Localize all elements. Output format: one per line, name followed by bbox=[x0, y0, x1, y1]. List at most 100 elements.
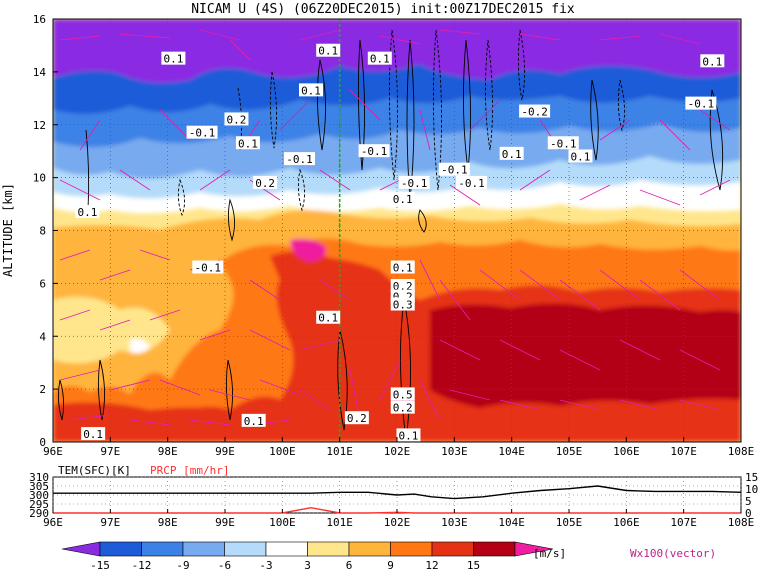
contour-label-bg bbox=[192, 260, 224, 274]
contour-labels: 0.10.1-0.10.1 0.10.10.2-0.10.2-0.1-0.1-0.… bbox=[75, 43, 725, 442]
y-tick-label: 12 bbox=[33, 119, 46, 132]
band-surface-red bbox=[53, 402, 420, 442]
contour-label: 0.3 bbox=[393, 299, 413, 312]
ts-x-tick-label: 100E bbox=[269, 516, 296, 529]
colorbar-segment bbox=[348, 541, 391, 557]
band-dark-red bbox=[430, 303, 741, 408]
contour-label: 0.2 bbox=[255, 177, 275, 190]
contour-label: 0.1 bbox=[702, 55, 722, 68]
contour-label: -0.1 bbox=[189, 127, 216, 140]
contour-label: 0.2 bbox=[347, 412, 367, 425]
contour-label: -0.2 bbox=[521, 106, 548, 119]
y-tick-label: 4 bbox=[39, 330, 46, 343]
colorbar-segment bbox=[390, 541, 433, 557]
contour-label: 0.1 bbox=[318, 312, 338, 325]
colorbar-arrow-left bbox=[61, 541, 101, 557]
ts-x-tick-label: 97E bbox=[100, 516, 120, 529]
y-tick-label: 10 bbox=[33, 172, 46, 185]
contour-label-bg bbox=[235, 136, 260, 150]
contour-label-bg bbox=[456, 175, 488, 189]
ts-x-tick-label: 98E bbox=[158, 516, 178, 529]
ts-left-tick-label: 300 bbox=[29, 489, 49, 502]
colorbar-level-label: 12 bbox=[425, 559, 438, 572]
x-axis: 96E 97E 98E 99E 100E 101E 102E 103E 104E 105E 106E… bbox=[43, 437, 754, 458]
contour-label: -0.1 bbox=[441, 164, 468, 177]
contour-label-bg bbox=[390, 260, 415, 274]
ts-right-tick-label: 0 bbox=[745, 507, 752, 520]
colorbar-level-label: 6 bbox=[346, 559, 353, 572]
contour-label-bg bbox=[299, 83, 323, 97]
ts-right-tick-label: 5 bbox=[745, 495, 752, 508]
y-tick-label: 16 bbox=[33, 13, 46, 26]
y-tick-label: 2 bbox=[39, 383, 46, 396]
colorbar-segment bbox=[99, 541, 142, 557]
contour-label: 0.1 bbox=[77, 206, 97, 219]
contour-label-bg bbox=[316, 43, 341, 57]
contour-label-bg bbox=[390, 297, 415, 311]
contour-label-bg bbox=[367, 51, 392, 65]
contour-label: -0.1 bbox=[550, 137, 577, 150]
contour-label: 0.1 bbox=[502, 148, 522, 161]
colorbar-segment bbox=[431, 541, 474, 557]
contour-label: 0.2 bbox=[393, 402, 413, 415]
colorbar-segment bbox=[265, 541, 308, 557]
vector-label: Wx100(vector) bbox=[630, 547, 716, 560]
contour-label: 0.1 bbox=[393, 193, 413, 206]
colorbar: -15 -12 -9 -6 -3 3 6 9 12 15 bbox=[61, 541, 554, 572]
colorbar-segment bbox=[182, 541, 225, 557]
ts-x-tick-label: 104E bbox=[498, 516, 525, 529]
ts-left-tick-label: 310 bbox=[29, 471, 49, 484]
x-tick-label: 101E bbox=[326, 445, 353, 458]
band-magenta-high bbox=[290, 238, 326, 262]
contour-label-bg bbox=[186, 125, 218, 139]
ts-right-tick-label: 10 bbox=[745, 483, 758, 496]
x-tick-label: 105E bbox=[556, 445, 583, 458]
x-tick-label: 108E bbox=[728, 445, 755, 458]
contour-label: 0.1 bbox=[399, 429, 419, 442]
colorbar-level-label: 9 bbox=[387, 559, 394, 572]
contour-label-bg bbox=[390, 191, 415, 205]
y-tick-label: 6 bbox=[39, 277, 46, 290]
timeseries-x-ticks: 96E 97E 98E 99E 100E 101E 102E 103E 104E 105E 106E… bbox=[43, 509, 754, 529]
contour-label-bg bbox=[81, 427, 106, 441]
contour-label: 0.2 bbox=[227, 113, 247, 126]
contour-label: 0.1 bbox=[244, 415, 264, 428]
contour-label: -0.1 bbox=[401, 177, 428, 190]
contour-label-bg bbox=[396, 428, 421, 442]
contour-label: -0.1 bbox=[458, 177, 485, 190]
contour-label: 0.1 bbox=[370, 53, 390, 66]
x-tick-label: 99E bbox=[215, 445, 235, 458]
colorbar-level-label: -15 bbox=[90, 559, 110, 572]
ts-x-tick-label: 106E bbox=[613, 516, 640, 529]
contour-label-bg bbox=[499, 146, 524, 160]
x-tick-label: 103E bbox=[441, 445, 468, 458]
contour-label-bg bbox=[316, 310, 341, 324]
contour-label-bg bbox=[547, 136, 579, 150]
contour-label-bg bbox=[161, 51, 186, 65]
contour-label-bg bbox=[224, 112, 249, 126]
colorbar-segment bbox=[473, 541, 516, 557]
ts-left-tick-label: 305 bbox=[29, 480, 49, 493]
contour-label-bg bbox=[390, 279, 415, 293]
y-axis-label: ALTITUDE [km] bbox=[1, 183, 15, 277]
band-purple bbox=[53, 19, 741, 83]
x-tick-label: 107E bbox=[670, 445, 697, 458]
colorbar-level-label: -6 bbox=[218, 559, 231, 572]
contour-label: -0.1 bbox=[688, 98, 715, 111]
band-mid-blue bbox=[53, 96, 741, 148]
contour-label-bg bbox=[685, 96, 717, 110]
colorbar-level-label: 15 bbox=[467, 559, 480, 572]
ts-x-tick-label: 96E bbox=[43, 516, 63, 529]
colorbar-segment bbox=[141, 541, 184, 557]
x-tick-label: 98E bbox=[158, 445, 178, 458]
prcp-line bbox=[53, 506, 741, 514]
contour-label-bg bbox=[390, 387, 415, 401]
contour-label: 0.1 bbox=[318, 45, 338, 58]
contour-label-bg bbox=[241, 413, 266, 427]
contour-label-bg bbox=[75, 204, 100, 218]
ts-x-tick-label: 103E bbox=[441, 516, 468, 529]
contour-label-bg bbox=[390, 400, 415, 414]
ts-left-tick-label: 295 bbox=[29, 498, 49, 511]
ts-x-tick-label: 107E bbox=[670, 516, 697, 529]
